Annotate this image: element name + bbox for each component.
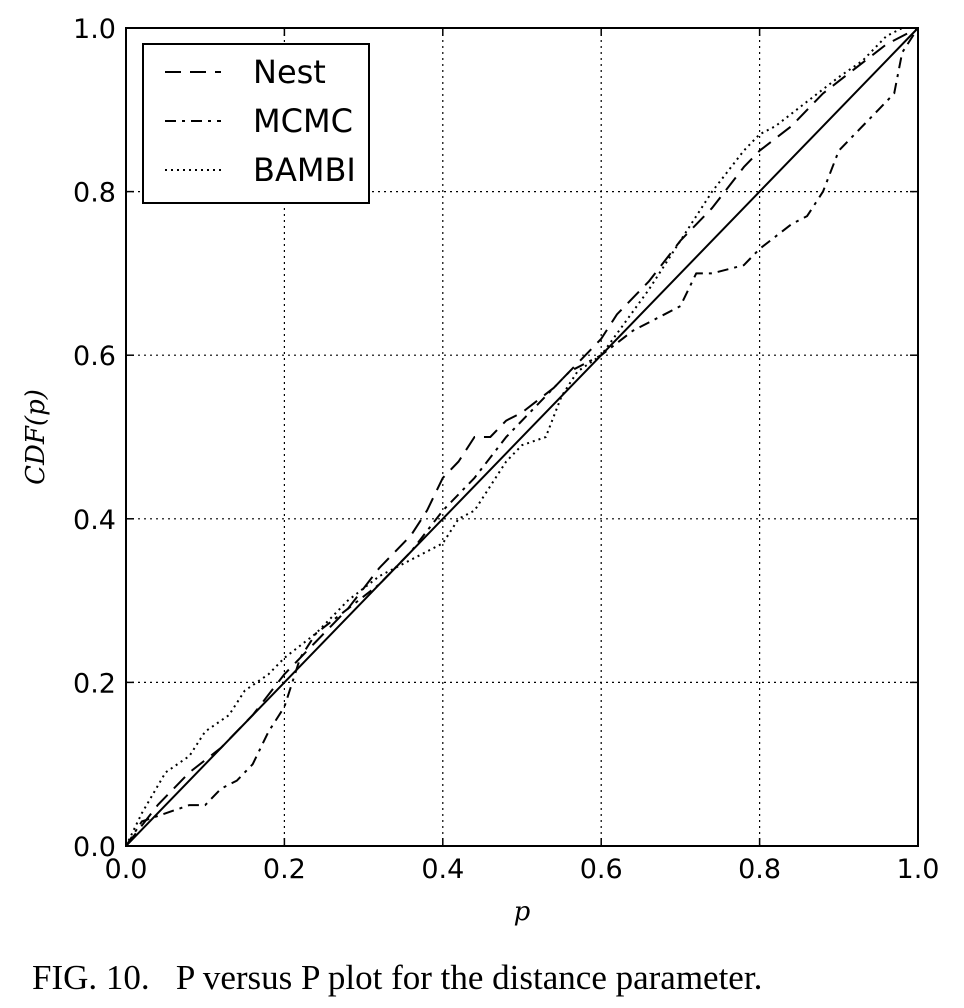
x-tick-label-4: 0.8 [738,854,781,885]
legend-label-bambi: BAMBI [253,151,356,189]
legend-box [142,43,370,204]
y-tick-label-4: 0.8 [73,178,116,209]
legend-label-nest: Nest [253,53,326,91]
y-tick-label-5: 1.0 [73,14,116,45]
x-ticks: 0.0 0.2 0.4 0.6 0.8 1.0 [105,28,940,885]
x-axis-label: p [514,897,531,927]
x-tick-label-3: 0.6 [580,854,623,885]
series-line-bambi [125,27,918,847]
y-axis-label: CDF(p) [21,389,51,485]
legend: Nest MCMC BAMBI [142,43,370,204]
pp-plot: 0.0 0.2 0.4 0.6 0.8 1.0 0.00.20.40.60.81.0 p … [21,14,940,927]
y-tick-label-2: 0.4 [73,505,116,536]
y-tick-label-1: 0.2 [73,668,116,699]
x-tick-label-1: 0.2 [263,854,306,885]
y-tick-label-3: 0.6 [73,341,116,372]
y-tick-label-0: 0.0 [73,832,116,863]
series-lines [125,27,919,847]
axes-frame [125,27,919,847]
y-ticks: 0.0 0.2 0.4 0.6 0.8 1.0 [73,14,918,863]
legend-label-mcmc: MCMC [253,102,353,140]
series-line-mcmc [125,27,919,847]
x-tick-label-0: 0.0 [105,854,148,885]
x-tick-label-2: 0.4 [421,854,464,885]
x-tick-label-5: 1.0 [897,854,940,885]
figure-caption: FIG. 10. P versus P plot for the distanc… [32,958,763,997]
series-line-nest [125,27,919,847]
